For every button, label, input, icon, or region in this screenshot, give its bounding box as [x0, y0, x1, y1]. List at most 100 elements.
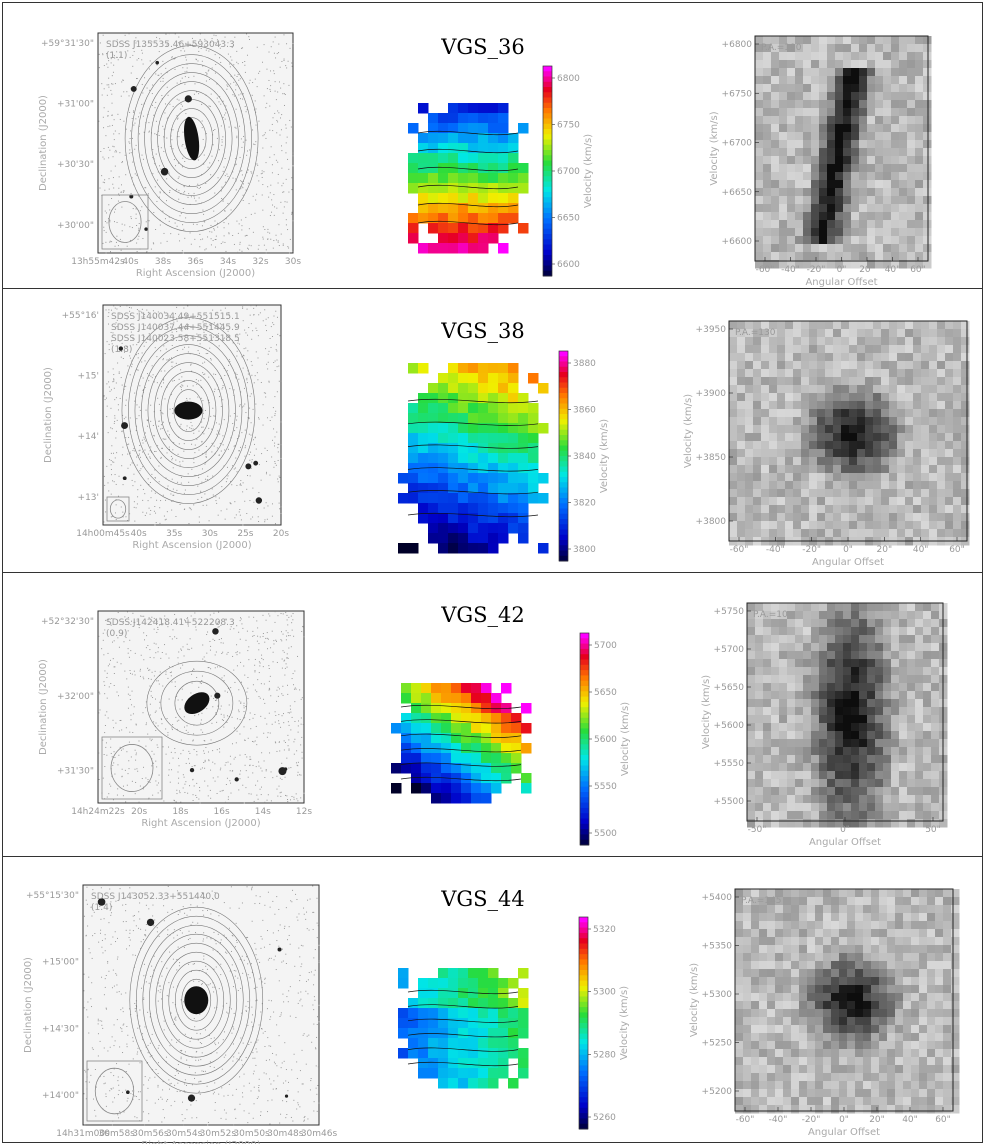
- optical-xtick: 30s: [285, 257, 301, 267]
- colorbar-tick: 5280: [593, 1050, 616, 1060]
- optical-xtick: 14h24m22s: [71, 807, 125, 817]
- pv-xtick: -60": [756, 265, 775, 275]
- pv-diagram: P.A.=10 +5750 +5700 +5650 +5600 +5550 +5500 -50…: [701, 602, 948, 848]
- pv-xtick: -40": [781, 265, 800, 275]
- galaxy-title: VGS_42: [441, 603, 525, 627]
- optical-object-label: (1.1): [106, 51, 127, 61]
- colorbar-tick: 5700: [594, 641, 617, 651]
- colorbar-tick: 6700: [557, 167, 580, 177]
- optical-xtick: 14s: [255, 807, 271, 817]
- optical-ytick: +55°16': [62, 311, 99, 321]
- pv-ytick: +3950: [696, 325, 727, 335]
- figure-row-vgs-36: VGS_36 SDSS J135535.46+593043.3 (1.1) +59°3…: [3, 3, 982, 289]
- optical-xtick: 13h55m42s: [71, 257, 125, 267]
- pv-xtick: 50": [925, 825, 941, 835]
- colorbar-tick: 5500: [594, 829, 617, 839]
- figure-row-vgs-44: VGS_44 SDSS J143052.33+551440.0 (1.4) +55°1…: [3, 857, 982, 1144]
- pv-diagram: P.A.=190 +6800 +6750 +6700 +6650 +6600 -60" -40…: [709, 35, 932, 288]
- optical-image-panel: SDSS J142418.41+522208.3(0.9) +52°32'30" +…: [38, 610, 312, 829]
- pv-ytick: +6650: [722, 188, 753, 198]
- optical-ylabel: Declination (J2000): [38, 95, 49, 191]
- pv-xtick: -20": [802, 1115, 821, 1125]
- velocity-field-map: [391, 683, 532, 804]
- optical-ytick: +32'00": [57, 692, 94, 702]
- velocity-colorbar: 5320 5300 5280 5260 Velocity (km/s): [578, 916, 630, 1130]
- pv-ytick: +5700: [714, 645, 745, 655]
- optical-xtick: 12s: [296, 807, 312, 817]
- pv-ytick: +3850: [696, 453, 727, 463]
- optical-xtick: 30m58s: [99, 1129, 136, 1139]
- colorbar-tick: 5260: [593, 1113, 616, 1123]
- figure-row-vgs-38: VGS_38 SDSS J140034.49+551515.1 SDSS J1400…: [3, 289, 982, 573]
- pv-xtick: -60": [736, 1115, 755, 1125]
- velocity-field-map: [398, 363, 549, 554]
- colorbar-tick: 6800: [557, 74, 580, 84]
- pv-ytick: +5650: [714, 683, 745, 693]
- optical-ytick: +52°32'30": [41, 617, 94, 627]
- optical-xtick: 20s: [273, 529, 289, 539]
- colorbar-tick: 6750: [557, 121, 580, 131]
- pv-xtick: -40": [769, 1115, 788, 1125]
- pv-xlabel: Angular Offset: [805, 277, 877, 288]
- optical-xtick: 38s: [155, 257, 171, 267]
- pv-xtick: 0": [840, 825, 850, 835]
- pv-xtick: -60": [730, 545, 749, 555]
- optical-ytick: +31'30": [57, 767, 94, 777]
- pv-ytick: +5350: [702, 942, 733, 952]
- row-figure-svg: SDSS J143052.33+551440.0(1.4) +55°15'30" +…: [23, 884, 960, 1144]
- velocity-colorbar: 6800 6750 6700 6650 6600 Velocity (km/s): [542, 65, 594, 277]
- colorbar-label: Velocity (km/s): [619, 986, 630, 1060]
- colorbar-tick: 5550: [594, 782, 617, 792]
- optical-object-label: SDSS J135535.46+593043.3: [106, 40, 235, 50]
- velocity-colorbar: 3880 3860 3840 3820 3800 Velocity (km/s): [558, 350, 610, 562]
- row-figure-svg: SDSS J135535.46+593043.3(1.1) +59°31'30" +…: [38, 32, 932, 288]
- galaxy-title: VGS_44: [441, 887, 525, 911]
- optical-xtick: 14h31m00s: [56, 1129, 110, 1139]
- row-figure-svg: SDSS J142418.41+522208.3(0.9) +52°32'30" +…: [38, 602, 948, 848]
- pv-xlabel: Angular Offset: [809, 837, 881, 848]
- optical-object-label: SDSS J140034.49+551515.1: [111, 312, 240, 322]
- optical-xtick: 34s: [220, 257, 236, 267]
- pv-ytick: +3800: [696, 517, 727, 527]
- pv-xtick: 20": [859, 265, 875, 275]
- galaxy-image: [174, 401, 203, 420]
- optical-object-label: (1.4): [91, 903, 112, 913]
- colorbar-tick: 6600: [557, 260, 580, 270]
- pv-xtick: 40": [913, 545, 929, 555]
- optical-object-label: (1.8): [111, 345, 132, 355]
- galaxy-title: VGS_38: [441, 319, 525, 343]
- pv-xtick: 60": [935, 1115, 951, 1125]
- optical-xtick: 32s: [252, 257, 268, 267]
- optical-xtick: 30m56s: [132, 1129, 169, 1139]
- pv-ytick: +3900: [696, 389, 727, 399]
- colorbar-label: Velocity (km/s): [599, 419, 610, 493]
- pv-xtick: -50": [748, 825, 767, 835]
- optical-image-panel: SDSS J143052.33+551440.0(1.4) +55°15'30" +…: [23, 884, 337, 1144]
- optical-object-label: SDSS J142418.41+522208.3: [106, 618, 235, 628]
- pv-xtick: -20": [802, 545, 821, 555]
- colorbar-tick: 3880: [573, 359, 596, 369]
- colorbar-tick: 6650: [557, 214, 580, 224]
- optical-ytick: +15': [78, 372, 99, 382]
- colorbar-label: Velocity (km/s): [583, 134, 594, 208]
- pv-xtick: 60": [910, 265, 926, 275]
- optical-xtick: 40s: [122, 257, 138, 267]
- pv-xlabel: Angular Offset: [808, 1127, 880, 1138]
- pv-ytick: +5550: [714, 759, 745, 769]
- optical-xtick: 18s: [172, 807, 188, 817]
- position-angle-label: P.A.=145: [741, 896, 781, 906]
- optical-object-label: (0.9): [106, 629, 127, 639]
- optical-object-label: SDSS J143052.33+551440.0: [91, 892, 220, 902]
- optical-xlabel: Right Ascension (J2000): [136, 268, 255, 279]
- optical-xlabel: Right Ascension (J2000): [141, 818, 260, 829]
- colorbar-tick: 5320: [593, 925, 616, 935]
- position-angle-label: P.A.=130: [735, 328, 776, 338]
- optical-xtick: 25s: [237, 529, 253, 539]
- pv-ytick: +5250: [702, 1039, 733, 1049]
- pv-ytick: +6750: [722, 89, 753, 99]
- velocity-field-map: [398, 968, 529, 1089]
- galaxy-image: [184, 986, 209, 1015]
- pv-ytick: +6600: [722, 237, 753, 247]
